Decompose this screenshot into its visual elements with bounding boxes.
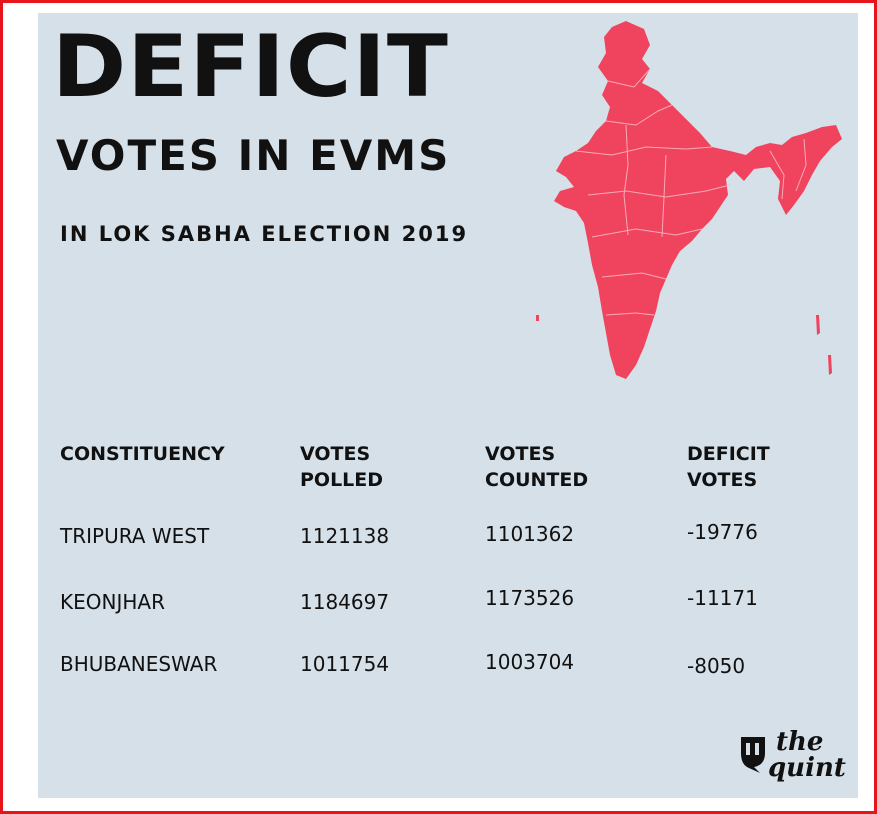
infographic: DEFICIT VOTES IN EVMS IN LOK SABHA ELECT… (38, 13, 858, 798)
column-header-votes-counted: VOTES COUNTED (485, 443, 589, 491)
votes-polled-cell: 1184697 (300, 590, 390, 614)
votes-counted-cell: 1173526 (485, 586, 575, 610)
deficit-votes-cell: -8050 (687, 654, 746, 678)
constituency-cell: KEONJHAR (60, 590, 165, 614)
headline: DEFICIT (52, 17, 449, 117)
deficit-votes-cell: -19776 (687, 520, 758, 544)
tagline: IN LOK SABHA ELECTION 2019 (60, 222, 469, 246)
votes-polled-cell: 1011754 (300, 652, 390, 676)
constituency-cell: BHUBANESWAR (60, 652, 218, 676)
quint-logo-icon (741, 737, 765, 773)
logo-wordmark: the quint (768, 727, 846, 783)
column-header-votes-polled: VOTES POLLED (300, 443, 384, 491)
india-map-icon (536, 21, 842, 379)
column-header-deficit-votes: DEFICIT VOTES (687, 443, 770, 491)
subheadline: VOTES IN EVMS (56, 131, 451, 180)
votes-polled-cell: 1121138 (300, 524, 390, 548)
votes-counted-cell: 1101362 (485, 522, 575, 546)
constituency-cell: TRIPURA WEST (60, 524, 210, 548)
deficit-votes-cell: -11171 (687, 586, 758, 610)
column-header-constituency: CONSTITUENCY (60, 443, 225, 465)
the-quint-logo: the quint (738, 725, 848, 785)
votes-counted-cell: 1003704 (485, 650, 575, 674)
